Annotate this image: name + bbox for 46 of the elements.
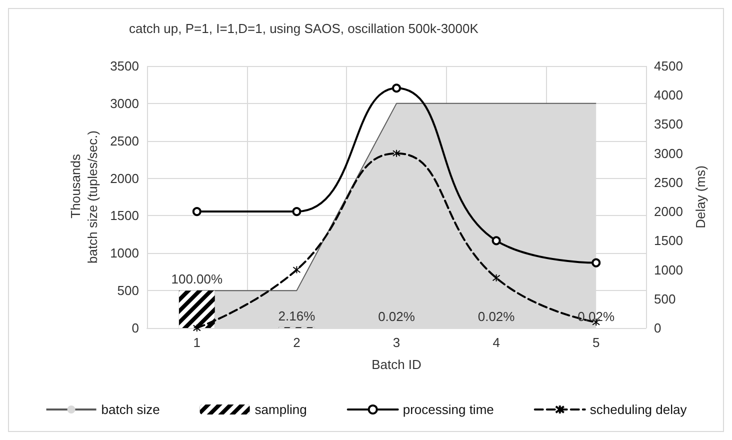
point: [192, 207, 202, 216]
y2-tick-label: 0: [654, 320, 662, 336]
annotation: 0.02%: [478, 309, 516, 324]
point: [492, 236, 501, 246]
text: Thousands: [68, 154, 83, 218]
y2-axis-title: Delay (ms): [693, 166, 708, 228]
legend-label: batch size: [101, 402, 160, 417]
legend-label: scheduling delay: [590, 402, 688, 417]
y-tick-label: 2500: [110, 133, 139, 148]
y2-tick-label: 4000: [654, 88, 683, 103]
y-tick-label: 2000: [110, 170, 139, 186]
y-tick-label: 3500: [110, 58, 139, 74]
y-tick-label: 500: [117, 283, 139, 298]
y2-tick-label: 1500: [654, 233, 683, 248]
y2-tick-label: 3500: [654, 116, 683, 132]
point: [292, 207, 302, 216]
x-tick-label: 5: [592, 335, 600, 350]
legend-label: processing time: [402, 402, 494, 417]
point: [292, 266, 301, 274]
annotation: 0.02%: [378, 309, 416, 324]
x-tick-label: 3: [392, 335, 400, 350]
y-axis-title: batch size (tuples/sec.): [85, 130, 100, 264]
legend-label: sampling: [254, 402, 307, 417]
point: [192, 324, 201, 332]
point: [492, 274, 500, 282]
point: [592, 258, 601, 268]
y2-tick-label: 2500: [654, 174, 683, 190]
x-tick-label: 4: [492, 335, 500, 350]
point: [392, 149, 400, 158]
y2-tick-label: 1000: [654, 262, 683, 278]
y-tick-label: 3000: [110, 96, 139, 111]
y-tick-label: 1000: [110, 246, 139, 261]
x-tick-label: 1: [193, 335, 201, 350]
y2-tick-label: 500: [654, 291, 676, 306]
annotation: 2.16%: [278, 308, 316, 324]
chart-title: catch up, P=1, I=1,D=1, using SAOS, oscillation 500k-3000K: [129, 21, 479, 36]
x-axis-title: Batch ID: [372, 357, 422, 372]
y2-tick-label: 3000: [654, 146, 683, 161]
y2-tick-label: 4500: [654, 58, 683, 74]
y-tick-label: 1500: [110, 208, 139, 224]
annotation: 0.02%: [578, 309, 615, 324]
annotation: 100.00%: [171, 272, 223, 287]
y2-tick-label: 2000: [654, 204, 683, 220]
x-tick-label: 2: [293, 335, 300, 350]
y-tick-label: 0: [132, 320, 139, 336]
point: [392, 84, 401, 93]
